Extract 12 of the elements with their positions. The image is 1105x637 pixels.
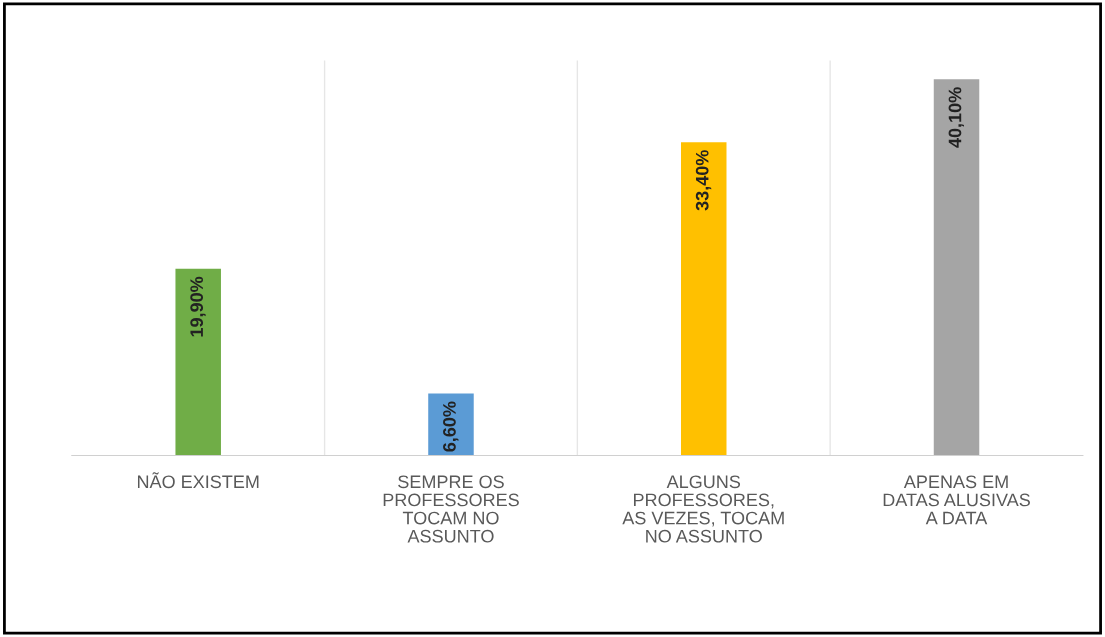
data-label: 33,40% (695, 150, 712, 211)
data-label: 19,90% (190, 276, 206, 337)
x-tick-label: NÃO EXISTEM (137, 472, 259, 489)
bar (933, 79, 980, 456)
x-tick-label: SEMPRE OS PROFESSORES TOCAM NO ASSUNTO (383, 475, 519, 543)
data-label: 40,10% (948, 87, 964, 148)
x-tick-label: ALGUNS PROFESSORES, AS VEZES, TOCAM NO ASSUNTO (622, 475, 784, 543)
bar (681, 142, 727, 456)
x-tick-label: APENAS EM DATAS ALUSIVAS A DATA (883, 475, 1030, 525)
bar (428, 393, 474, 456)
bar (175, 268, 221, 456)
data-label: 6,60% (443, 401, 459, 452)
